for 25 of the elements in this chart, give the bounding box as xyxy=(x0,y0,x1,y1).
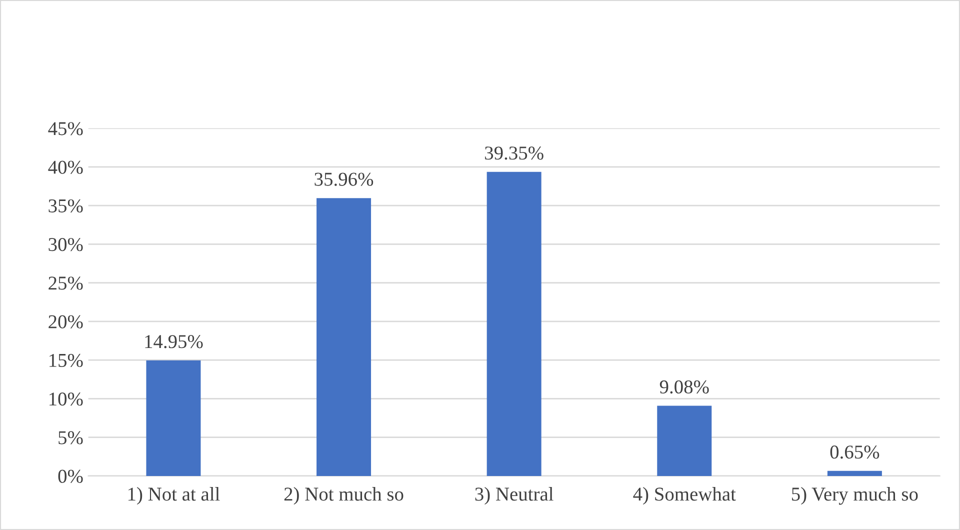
x-tick-label: 3) Neutral xyxy=(475,487,554,505)
bar xyxy=(827,470,882,476)
y-tick-label: 40% xyxy=(48,160,83,174)
y-tick-label: 30% xyxy=(48,238,83,252)
y-tick-label: 0% xyxy=(58,470,83,483)
y-tick-label: 20% xyxy=(48,315,83,328)
y-tick-label: 5% xyxy=(58,431,83,444)
x-tick-label: 5) Very much so xyxy=(792,487,918,505)
bar xyxy=(316,198,372,476)
y-tick-label: 10% xyxy=(50,392,83,406)
data-label: 0.65% xyxy=(830,446,880,459)
data-label: 9.08% xyxy=(660,380,709,394)
bar xyxy=(657,406,712,476)
x-tick-label: 1) Not at all xyxy=(128,487,220,505)
bar xyxy=(486,172,542,476)
data-label: 39.35% xyxy=(485,146,544,160)
y-tick-label: 35% xyxy=(48,199,83,213)
bar xyxy=(146,360,201,476)
data-label: 14.95% xyxy=(145,335,203,348)
y-tick-label: 15% xyxy=(50,354,83,368)
x-tick-label: 2) Not much so xyxy=(284,487,404,505)
y-tick-label: 25% xyxy=(48,276,83,290)
x-tick-label: 4) Somewhat xyxy=(633,487,736,505)
data-label: 35.96% xyxy=(314,172,374,186)
y-tick-label: 45% xyxy=(48,122,83,136)
